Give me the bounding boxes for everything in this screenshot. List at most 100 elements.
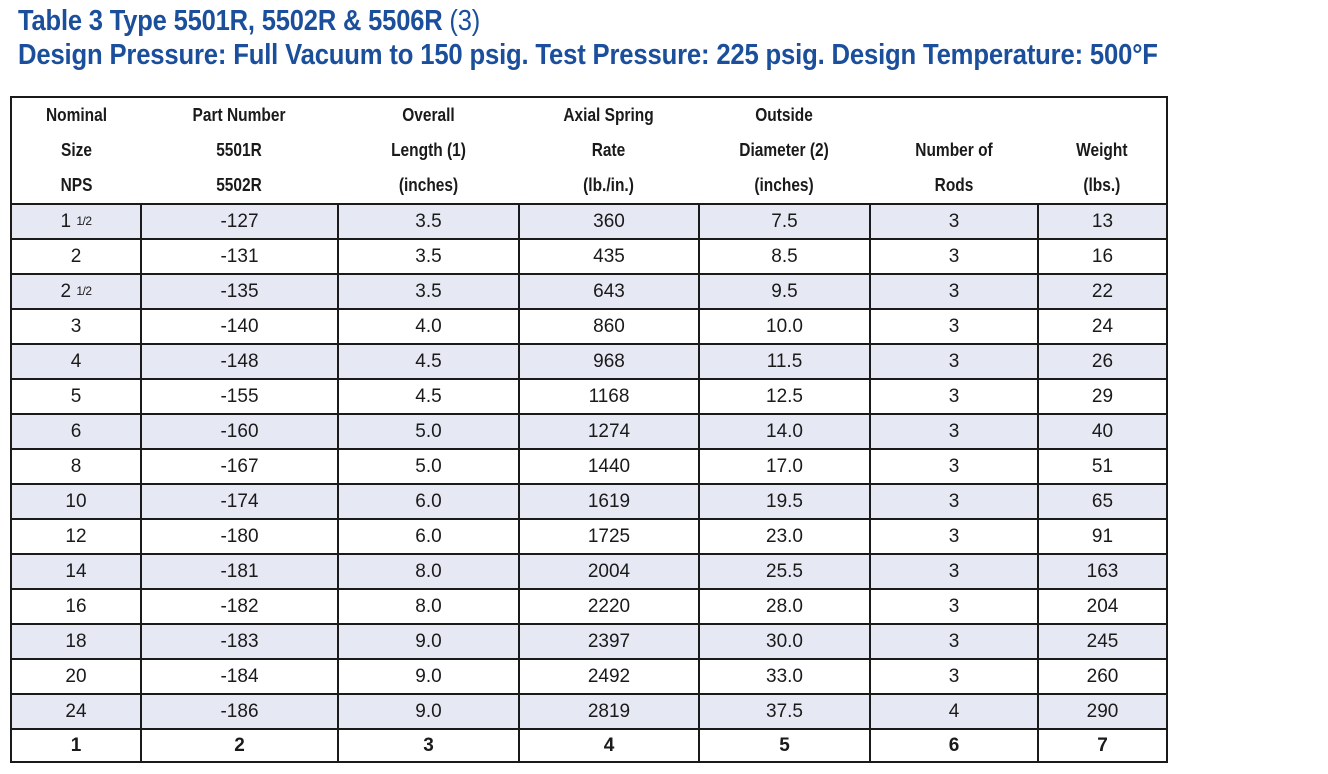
cell-nominal-size: 24 <box>10 693 142 730</box>
header-line: Length (1) <box>391 140 466 160</box>
cell-number-of-rods: 3 <box>869 378 1039 415</box>
cell-number-of-rods: 3 <box>869 448 1039 485</box>
cell-value: 3.5 <box>415 210 442 232</box>
header-line: (lb./in.) <box>583 175 635 195</box>
cell-value: 360 <box>593 210 625 232</box>
cell-overall-length: 6.0 <box>337 483 520 520</box>
cell-value: 12.5 <box>766 385 803 407</box>
cell-value: 17.0 <box>766 455 803 477</box>
cell-value: 260 <box>1086 665 1119 687</box>
cell-outside-diameter: 28.0 <box>698 588 871 625</box>
column-number: 5 <box>698 728 871 763</box>
header-line: (inches) <box>398 175 459 195</box>
cell-nominal-size: 2 <box>10 238 142 275</box>
table-row: 6 -160 5.0 1274 14.0 3 40 <box>10 413 1168 450</box>
cell-nominal-size: 2 1/2 <box>10 273 142 310</box>
cell-axial-spring-rate: 1619 <box>518 483 700 520</box>
header-weight: Weight (lbs.) <box>1038 97 1167 205</box>
cell-value: -135 <box>220 280 259 302</box>
cell-axial-spring-rate: 2004 <box>518 553 700 590</box>
cell-value: 25.5 <box>766 560 803 582</box>
cell-outside-diameter: 25.5 <box>698 553 871 590</box>
cell-outside-diameter: 14.0 <box>698 413 871 450</box>
cell-outside-diameter: 8.5 <box>698 238 871 275</box>
header-label: Axial Spring Rate (lb./in.) <box>564 98 654 203</box>
cell-nominal-size: 20 <box>10 658 142 695</box>
cell-number-of-rods: 3 <box>869 413 1039 450</box>
table-row: 16 -182 8.0 2220 28.0 3 204 <box>10 588 1168 625</box>
cell-outside-diameter: 33.0 <box>698 658 871 695</box>
header-line: (lbs.) <box>1083 175 1121 195</box>
cell-value: 968 <box>593 350 625 372</box>
cell-overall-length: 5.0 <box>337 448 520 485</box>
cell-value: 3 <box>948 385 960 407</box>
cell-weight: 163 <box>1037 553 1168 590</box>
cell-number-of-rods: 3 <box>869 238 1039 275</box>
cell-value: -160 <box>220 420 259 442</box>
header-row: Nominal Size NPS Part Number 5501R 5502R Overa… <box>11 97 1167 205</box>
cell-value: 4.5 <box>415 385 442 407</box>
table-row: 5 -155 4.5 1168 12.5 3 29 <box>10 378 1168 415</box>
cell-value: 18 <box>65 630 87 652</box>
cell-axial-spring-rate: 360 <box>518 203 700 240</box>
cell-axial-spring-rate: 2397 <box>518 623 700 660</box>
cell-part-number: -180 <box>140 518 339 555</box>
cell-value: 3 <box>948 525 960 547</box>
cell-value: 3 <box>70 315 82 337</box>
cell-value: 163 <box>1086 560 1119 582</box>
header-line: 5501R <box>216 140 263 160</box>
cell-value: 3 <box>948 210 960 232</box>
header-label: Nominal Size NPS <box>46 98 107 203</box>
header-line: Part Number <box>193 105 286 125</box>
cell-weight: 260 <box>1037 658 1168 695</box>
header-line: 5502R <box>216 175 263 195</box>
cell-number-of-rods: 3 <box>869 553 1039 590</box>
cell-axial-spring-rate: 1274 <box>518 413 700 450</box>
cell-value: -174 <box>220 490 259 512</box>
cell-part-number: -127 <box>140 203 339 240</box>
cell-part-number: -186 <box>140 693 339 730</box>
cell-value: 14.0 <box>766 420 803 442</box>
header-overall-length: Overall Length (1) (inches) <box>338 97 519 205</box>
header-line: Weight <box>1076 140 1128 160</box>
cell-number-of-rods: 3 <box>869 588 1039 625</box>
cell-overall-length: 3.5 <box>337 238 520 275</box>
header-line: Number of <box>915 140 993 160</box>
header-line: Size <box>60 140 92 160</box>
cell-value: 9.0 <box>415 665 442 687</box>
cell-value: 33.0 <box>766 665 803 687</box>
cell-value: 22 <box>1091 280 1114 302</box>
cell-value: 5 <box>70 385 82 407</box>
cell-value: 51 <box>1091 455 1114 477</box>
cell-value: 8.5 <box>771 245 798 267</box>
cell-value: 3 <box>948 560 960 582</box>
cell-value: -180 <box>220 525 259 547</box>
cell-value: 8.0 <box>415 595 442 617</box>
cell-value: 2 <box>70 245 82 267</box>
cell-outside-diameter: 11.5 <box>698 343 871 380</box>
cell-value: 1 <box>60 210 72 232</box>
cell-axial-spring-rate: 860 <box>518 308 700 345</box>
cell-value: 2492 <box>587 665 631 687</box>
cell-number-of-rods: 3 <box>869 308 1039 345</box>
cell-weight: 245 <box>1037 623 1168 660</box>
table-row: 24 -186 9.0 2819 37.5 4 290 <box>10 693 1168 730</box>
cell-value: -186 <box>220 700 259 722</box>
cell-value: 1168 <box>588 385 630 407</box>
cell-value: 3 <box>948 280 960 302</box>
cell-value: 3 <box>948 630 960 652</box>
cell-number-of-rods: 3 <box>869 623 1039 660</box>
cell-value: 245 <box>1086 630 1119 652</box>
cell-value: 24 <box>1091 315 1114 337</box>
cell-axial-spring-rate: 968 <box>518 343 700 380</box>
cell-value: 3 <box>948 595 960 617</box>
cell-value: -182 <box>220 595 259 617</box>
header-nominal-size: Nominal Size NPS <box>11 97 141 205</box>
header-label: Part Number 5501R 5502R <box>193 98 286 203</box>
cell-value: 16 <box>65 595 87 617</box>
cell-weight: 16 <box>1037 238 1168 275</box>
cell-number-of-rods: 3 <box>869 203 1039 240</box>
cell-value: 1619 <box>587 490 631 512</box>
cell-weight: 91 <box>1037 518 1168 555</box>
